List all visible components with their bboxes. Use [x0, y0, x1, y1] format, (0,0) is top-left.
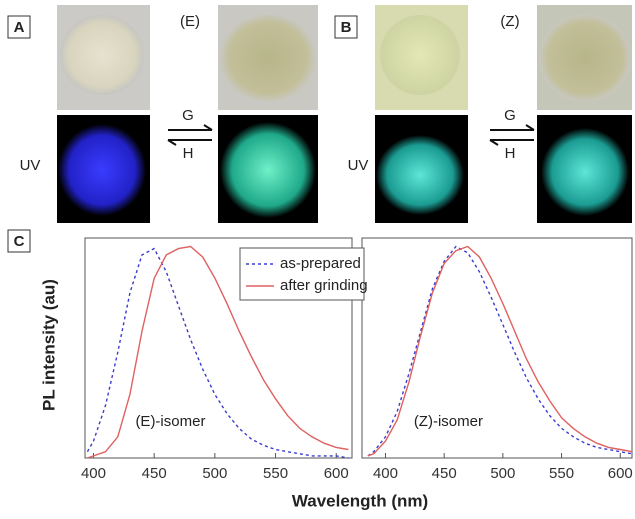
legend-label: as-prepared — [280, 255, 361, 272]
x-tick-label: 400 — [373, 465, 398, 482]
uv-label: UV — [348, 157, 369, 174]
legend-label: after grinding — [280, 277, 368, 294]
panel-label: A — [14, 19, 25, 36]
isomer-label: (E) — [180, 13, 200, 30]
isomer-annotation: (Z)-isomer — [414, 413, 483, 430]
y-axis-title: PL intensity (au) — [39, 279, 58, 411]
plot-frame — [362, 238, 632, 458]
arrow-label: H — [505, 145, 516, 162]
x-tick-label: 400 — [81, 465, 106, 482]
arrow-label: G — [182, 107, 194, 124]
isomer-annotation: (E)-isomer — [135, 413, 205, 430]
x-tick-label: 600 — [608, 465, 633, 482]
x-tick-label: 450 — [142, 465, 167, 482]
x-tick-label: 600 — [324, 465, 349, 482]
isomer-label: (Z) — [500, 13, 519, 30]
x-tick-label: 500 — [490, 465, 515, 482]
line-series — [368, 247, 632, 456]
x-axis-title: Wavelength (nm) — [292, 491, 428, 510]
plots: 400 450 500 550 600 (E)-isomer 400 450 500 550 600… — [81, 238, 633, 482]
x-tick-label: 550 — [549, 465, 574, 482]
arrow-label: G — [504, 107, 516, 124]
uv-label: UV — [20, 157, 41, 174]
x-tick-label: 550 — [263, 465, 288, 482]
x-tick-label: 500 — [202, 465, 227, 482]
panel-label: B — [341, 19, 352, 36]
x-tick-label: 450 — [432, 465, 457, 482]
arrow-label: H — [183, 145, 194, 162]
figure: A B C (E) G H UV (Z) G H UV Wavelength (… — [0, 0, 635, 514]
panel-label: C — [14, 233, 25, 250]
line-series — [368, 247, 632, 456]
